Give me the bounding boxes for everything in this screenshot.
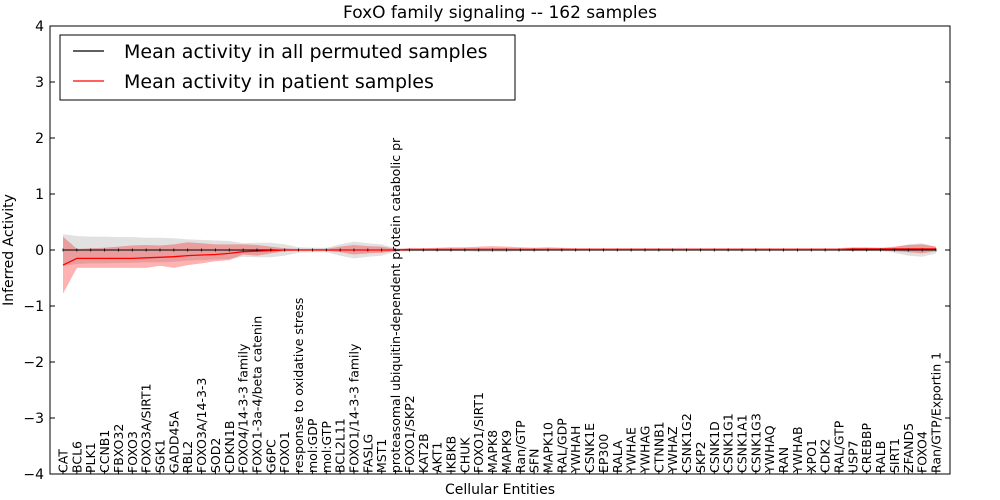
x-tick-label: FOXO1-3a-4/beta catenin — [250, 316, 265, 473]
x-tick-label: CDK2 — [818, 438, 833, 473]
x-tick-label: RALB — [873, 441, 888, 473]
x-tick-label: CTNNB1 — [651, 421, 666, 473]
x-tick-label: MST1 — [374, 439, 389, 473]
x-tick-label: CHUK — [457, 437, 472, 473]
y-tick-label: −2 — [23, 355, 44, 371]
x-tick-label: CDKN1B — [222, 421, 237, 473]
x-tick-label: response to oxidative stress — [291, 298, 306, 473]
x-tick-label: Ran/GTP/Exportin 1 — [929, 352, 944, 473]
x-tick-label: GADD45A — [166, 411, 181, 473]
legend: Mean activity in all permuted samples Me… — [59, 34, 516, 101]
x-tick-label: YWHAH — [568, 426, 583, 474]
y-tick-label: 3 — [35, 75, 44, 91]
x-tick-label: YWHAQ — [762, 425, 777, 474]
x-tick-label: SKP2 — [693, 441, 708, 473]
x-tick-label: YWHAG — [638, 426, 653, 474]
y-tick-label: −3 — [23, 411, 44, 427]
x-tick-label: CSNK1G3 — [748, 413, 763, 473]
x-tick-label: CSNK1D — [707, 421, 722, 473]
x-tick-label: Ran/GTP — [513, 420, 528, 473]
x-tick-label: FOXO4/14-3-3 family — [236, 343, 251, 473]
x-tick-label: FOXO1/14-3-3 family — [347, 343, 362, 473]
x-tick-label: MAPK8 — [485, 430, 500, 473]
y-tick-label: −4 — [23, 467, 44, 483]
x-tick-label: FOXO1/SIRT1 — [471, 392, 486, 473]
x-tick-label: CREBBP — [859, 423, 874, 473]
x-tick-label: CSNK1A1 — [735, 414, 750, 473]
x-tick-label: SGK1 — [153, 439, 168, 473]
x-tick-label: RAL/GDP — [554, 418, 569, 473]
x-tick-label: SIRT1 — [887, 438, 902, 473]
x-tick-label: RALA — [610, 440, 625, 473]
x-tick-label: FOXO3A/SIRT1 — [139, 383, 154, 473]
chart-title: FoxO family signaling -- 162 samples — [343, 3, 657, 23]
x-tick-label: CCNB1 — [97, 430, 112, 473]
x-tick-label: FOXO1/SKP2 — [402, 395, 417, 473]
x-tick-label: EP300 — [596, 434, 611, 473]
x-tick-label: YWHAB — [790, 426, 805, 474]
x-tick-label: YWHAE — [624, 427, 639, 474]
x-tick-label: YWHAZ — [665, 426, 680, 474]
x-tick-label: PLK1 — [83, 442, 98, 473]
x-tick-label: CSNK1G1 — [721, 413, 736, 473]
band-patient — [63, 236, 936, 294]
x-tick-label: BCL6 — [69, 441, 84, 473]
x-tick-label: MAPK9 — [499, 430, 514, 473]
y-tick-label: 1 — [35, 187, 44, 203]
x-tick-label: FBXO32 — [111, 424, 126, 473]
x-tick-label: FOXO4 — [915, 431, 930, 473]
y-tick-label: 0 — [35, 243, 44, 259]
x-tick-label: CAT — [56, 449, 71, 473]
x-tick-label: SOD2 — [208, 438, 223, 473]
y-tick-label: −1 — [23, 299, 44, 315]
x-tick-label: RBL2 — [180, 441, 195, 473]
x-tick-label: SFN — [527, 449, 542, 473]
x-tick-label: IKBKB — [444, 436, 459, 473]
y-tick-label: 2 — [35, 131, 44, 147]
x-tick-label: MAPK10 — [541, 422, 556, 473]
x-tick-label: XPO1 — [804, 439, 819, 473]
x-tick-label: FOXO3 — [125, 431, 140, 473]
x-tick-label: CSNK1E — [582, 423, 597, 473]
x-tick-label: mol:GTP — [319, 421, 334, 473]
x-tick-label: proteasomal ubiquitin-dependent protein … — [388, 137, 403, 473]
x-tick-label: KAT2B — [416, 433, 431, 473]
x-tick-label: FOXO1 — [277, 431, 292, 473]
x-tick-label: CSNK1G2 — [679, 413, 694, 473]
x-tick-label: BCL2L11 — [333, 418, 348, 473]
x-axis-label: Cellular Entities — [445, 482, 555, 498]
x-tick-label: mol:GDP — [305, 418, 320, 473]
x-tick-label: AKT1 — [430, 442, 445, 473]
series-line-patient — [62, 248, 936, 266]
legend-label-permuted: Mean activity in all permuted samples — [124, 41, 487, 63]
legend-label-patient: Mean activity in patient samples — [124, 71, 434, 93]
x-tick-label: FOXO3A/14-3-3 — [194, 378, 209, 473]
plot-frame — [49, 25, 951, 475]
y-axis-label: Inferred Activity — [1, 194, 17, 306]
x-tick-label: USP7 — [845, 440, 860, 473]
x-tick-label: ZFAND5 — [901, 423, 916, 473]
x-tick-label: FASLG — [360, 434, 375, 473]
x-tick-label: G6PC — [263, 439, 278, 473]
x-tick-label: RAN — [776, 447, 791, 473]
y-tick-label: 4 — [35, 19, 44, 35]
legend-box — [59, 34, 516, 101]
x-tick-label: RAL/GTP — [832, 420, 847, 473]
